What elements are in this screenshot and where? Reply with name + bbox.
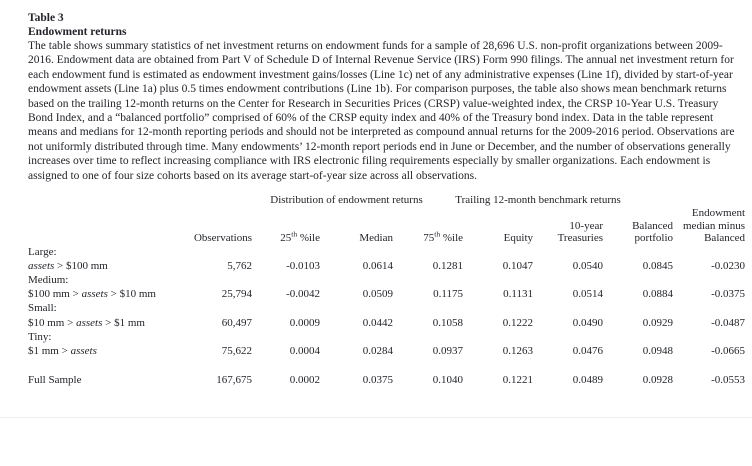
value-cell: 0.1131 <box>503 288 534 301</box>
value-cell: -0.0103 <box>286 259 320 272</box>
table-title: Endowment returns <box>28 26 127 38</box>
value-cell: 0.0442 <box>362 316 393 329</box>
group-header-row: Distribution of endowment returns Traili… <box>28 194 745 207</box>
col-header-treasuries: 10-year Treasuries <box>557 219 604 245</box>
value-cell: 0.0009 <box>289 316 320 329</box>
value-cell: 0.1175 <box>433 288 464 301</box>
size-range-cell: $1 mm > assets <box>28 344 97 357</box>
group-header-distribution: Distribution of endowment returns <box>252 194 463 207</box>
col-header-median: Median <box>359 232 393 245</box>
value-cell: 0.0614 <box>362 259 393 272</box>
full-sample-row: Full Sample 167,675 0.0002 0.0375 0.1040… <box>28 358 745 387</box>
value-cell: 0.0002 <box>289 374 320 387</box>
col-header-25th-percentile: 25th %ile <box>280 229 320 245</box>
col-header-balanced-portfolio: Balanced portfolio <box>632 219 674 245</box>
value-cell: -0.0487 <box>711 316 746 329</box>
value-cell: 0.0489 <box>572 374 604 387</box>
value-cell: 0.1058 <box>432 316 464 329</box>
column-header-row: Observations 25th %ile Median 75th %ile … <box>28 207 745 245</box>
cohort-label: Large: <box>28 245 57 258</box>
value-cell: 0.0375 <box>362 374 393 387</box>
value-cell: -0.0230 <box>711 259 746 272</box>
value-cell: 0.0928 <box>642 374 674 387</box>
cohort-label: Medium: <box>28 273 69 286</box>
group-header-distribution-label: Distribution of endowment returns <box>270 194 423 207</box>
full-sample-label: Full Sample <box>28 374 82 387</box>
value-cell: 0.1221 <box>502 374 534 387</box>
col-header-equity: Equity <box>503 232 534 245</box>
value-cell: 0.0490 <box>572 316 604 329</box>
value-cell: 0.0509 <box>362 288 393 301</box>
value-cell: 0.1047 <box>502 259 534 272</box>
value-cell: 0.1281 <box>432 259 464 272</box>
page-bottom-rule <box>0 417 752 418</box>
data-row-large: assets > $100 mm 5,762 -0.0103 0.0614 0.… <box>28 259 745 273</box>
value-cell: 75,622 <box>221 344 252 357</box>
col-header-observations: Observations <box>193 232 252 245</box>
value-cell: 5,762 <box>227 259 252 272</box>
data-row-tiny: $1 mm > assets 75,622 0.0004 0.0284 0.09… <box>28 344 745 358</box>
endowment-returns-table: Distribution of endowment returns Traili… <box>28 194 745 387</box>
data-row-small: $10 mm > assets > $1 mm 60,497 0.0009 0.… <box>28 316 745 330</box>
col-header-75th-percentile: 75th %ile <box>423 229 464 245</box>
value-cell: 0.1040 <box>432 374 464 387</box>
value-cell: -0.0665 <box>711 344 746 357</box>
value-cell: -0.0042 <box>286 288 320 301</box>
value-cell: 0.0929 <box>642 316 674 329</box>
cohort-row-small: Small: <box>28 301 745 315</box>
value-cell: 0.0514 <box>572 288 604 301</box>
value-cell: -0.0553 <box>711 374 746 387</box>
value-cell: 25,794 <box>221 288 252 301</box>
value-cell: 0.1263 <box>502 344 534 357</box>
value-cell: 60,497 <box>221 316 252 329</box>
size-range-cell: assets > $100 mm <box>28 259 108 272</box>
cohort-label: Small: <box>28 302 57 315</box>
cohort-label: Tiny: <box>28 330 52 343</box>
table-description: The table shows summary statistics of ne… <box>28 40 735 182</box>
cohort-row-medium: Medium: <box>28 273 745 287</box>
group-header-benchmark: Trailing 12-month benchmark returns <box>455 194 673 207</box>
value-cell: 0.0476 <box>572 344 604 357</box>
cohort-row-large: Large: <box>28 245 745 259</box>
value-cell: 0.0884 <box>642 288 674 301</box>
paper-page: Table 3 Endowment returns The table show… <box>28 11 746 387</box>
cohort-row-tiny: Tiny: <box>28 330 745 344</box>
table-label: Table 3 <box>28 12 64 24</box>
size-range-cell: $100 mm > assets > $10 mm <box>28 288 156 301</box>
value-cell: 0.0845 <box>642 259 674 272</box>
size-range-cell: $10 mm > assets > $1 mm <box>28 316 145 329</box>
value-cell: 0.0540 <box>572 259 604 272</box>
col-header-endowment-median-minus-balanced: Endowment median minus Balanced <box>683 207 746 245</box>
value-cell: 0.0948 <box>642 344 674 357</box>
value-cell: 167,675 <box>216 374 252 387</box>
data-row-medium: $100 mm > assets > $10 mm 25,794 -0.0042… <box>28 287 745 301</box>
value-cell: 0.0284 <box>362 344 393 357</box>
value-cell: 0.0004 <box>289 344 320 357</box>
value-cell: -0.0375 <box>711 288 746 301</box>
group-header-benchmark-label: Trailing 12-month benchmark returns <box>455 194 621 207</box>
value-cell: 0.0937 <box>432 344 464 357</box>
value-cell: 0.1222 <box>502 316 534 329</box>
